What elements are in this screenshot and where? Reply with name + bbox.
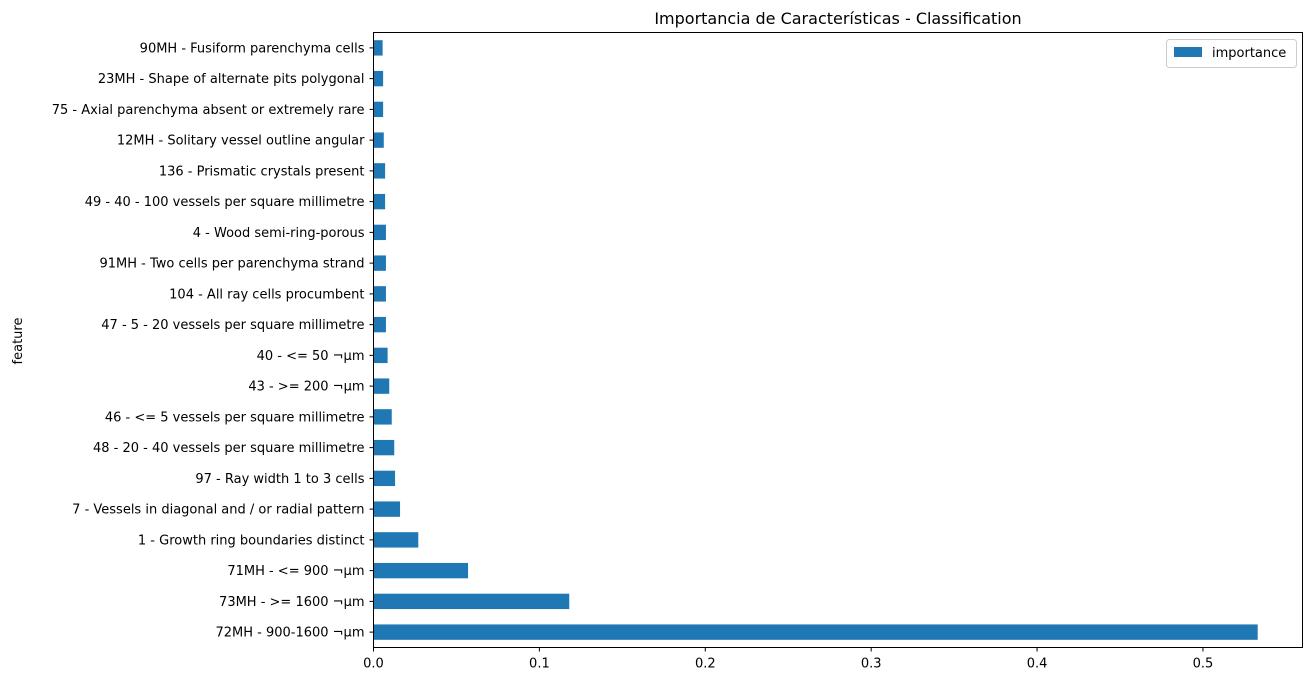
y-tick-label-17: 75 - Axial parenchyma absent or extremel… xyxy=(52,103,365,118)
bar-15 xyxy=(373,163,386,179)
x-tick-label-1: 0.1 xyxy=(529,657,550,672)
bars-layer xyxy=(373,40,1258,640)
x-tick-label-3: 0.3 xyxy=(861,657,882,672)
bar-18 xyxy=(373,70,384,87)
legend-frame xyxy=(1166,39,1297,68)
legend-label-importance: importance xyxy=(1212,46,1286,61)
bar-9 xyxy=(373,347,388,364)
y-tick-label-15: 136 - Prismatic crystals present xyxy=(159,164,365,179)
x-tick-label-5: 0.5 xyxy=(1193,657,1214,672)
y-tick-label-12: 91MH - Two cells per parenchyma strand xyxy=(99,257,364,272)
y-tick-label-19: 90MH - Fusiform parenchyma cells xyxy=(140,41,365,56)
y-tick-label-3: 1 - Growth ring boundaries distinct xyxy=(138,533,365,548)
bar-2 xyxy=(373,562,469,579)
x-tick-label-0: 0.0 xyxy=(363,657,384,672)
bar-3 xyxy=(373,532,419,548)
bar-14 xyxy=(373,193,386,210)
bar-13 xyxy=(373,224,386,241)
y-tick-label-8: 43 - >= 200 ¬µm xyxy=(248,380,364,395)
legend-swatch-importance xyxy=(1174,47,1202,57)
bar-19 xyxy=(373,40,383,56)
bar-8 xyxy=(373,378,390,394)
y-tick-label-18: 23MH - Shape of alternate pits polygonal xyxy=(98,72,365,87)
y-tick-label-5: 97 - Ray width 1 to 3 cells xyxy=(195,472,364,487)
legend: importance xyxy=(1166,39,1297,68)
bar-1 xyxy=(373,593,570,610)
y-tick-label-7: 46 - <= 5 vessels per square millimetre xyxy=(105,410,365,425)
y-tick-label-16: 12MH - Solitary vessel outline angular xyxy=(117,134,365,149)
y-tick-label-9: 40 - <= 50 ¬µm xyxy=(257,349,365,364)
y-tick-label-13: 4 - Wood semi-ring-porous xyxy=(193,226,365,241)
y-tick-label-11: 104 - All ray cells procumbent xyxy=(169,287,364,302)
chart-title: Importancia de Características - Classif… xyxy=(654,9,1021,28)
y-tick-label-14: 49 - 40 - 100 vessels per square millime… xyxy=(85,195,365,210)
bar-12 xyxy=(373,255,386,271)
bar-17 xyxy=(373,101,384,118)
bar-10 xyxy=(373,316,386,333)
x-tick-label-4: 0.4 xyxy=(1027,657,1048,672)
bar-6 xyxy=(373,439,395,456)
bar-7 xyxy=(373,409,392,425)
y-axis-title: feature xyxy=(11,318,26,365)
x-ticks-layer: 0.0 0.1 0.2 0.3 0.4 0.5 xyxy=(363,647,1214,672)
bar-0 xyxy=(373,624,1258,640)
y-tick-label-4: 7 - Vessels in diagonal and / or radial … xyxy=(72,503,364,518)
bar-5 xyxy=(373,470,396,487)
y-tick-label-0: 72MH - 900-1600 ¬µm xyxy=(215,626,364,641)
y-tick-label-2: 71MH - <= 900 ¬µm xyxy=(227,564,364,579)
bar-4 xyxy=(373,501,401,517)
x-tick-label-2: 0.2 xyxy=(695,657,716,672)
y-tick-label-1: 73MH - >= 1600 ¬µm xyxy=(219,595,364,610)
y-tick-label-10: 47 - 5 - 20 vessels per square millimetr… xyxy=(101,318,364,333)
y-ticks-layer: 72MH - 900-1600 ¬µm 73MH - >= 1600 ¬µm 71M… xyxy=(52,41,374,641)
bar-11 xyxy=(373,286,386,302)
bar-16 xyxy=(373,132,384,148)
y-tick-label-6: 48 - 20 - 40 vessels per square millimet… xyxy=(93,441,365,456)
plot-frame xyxy=(373,32,1303,648)
